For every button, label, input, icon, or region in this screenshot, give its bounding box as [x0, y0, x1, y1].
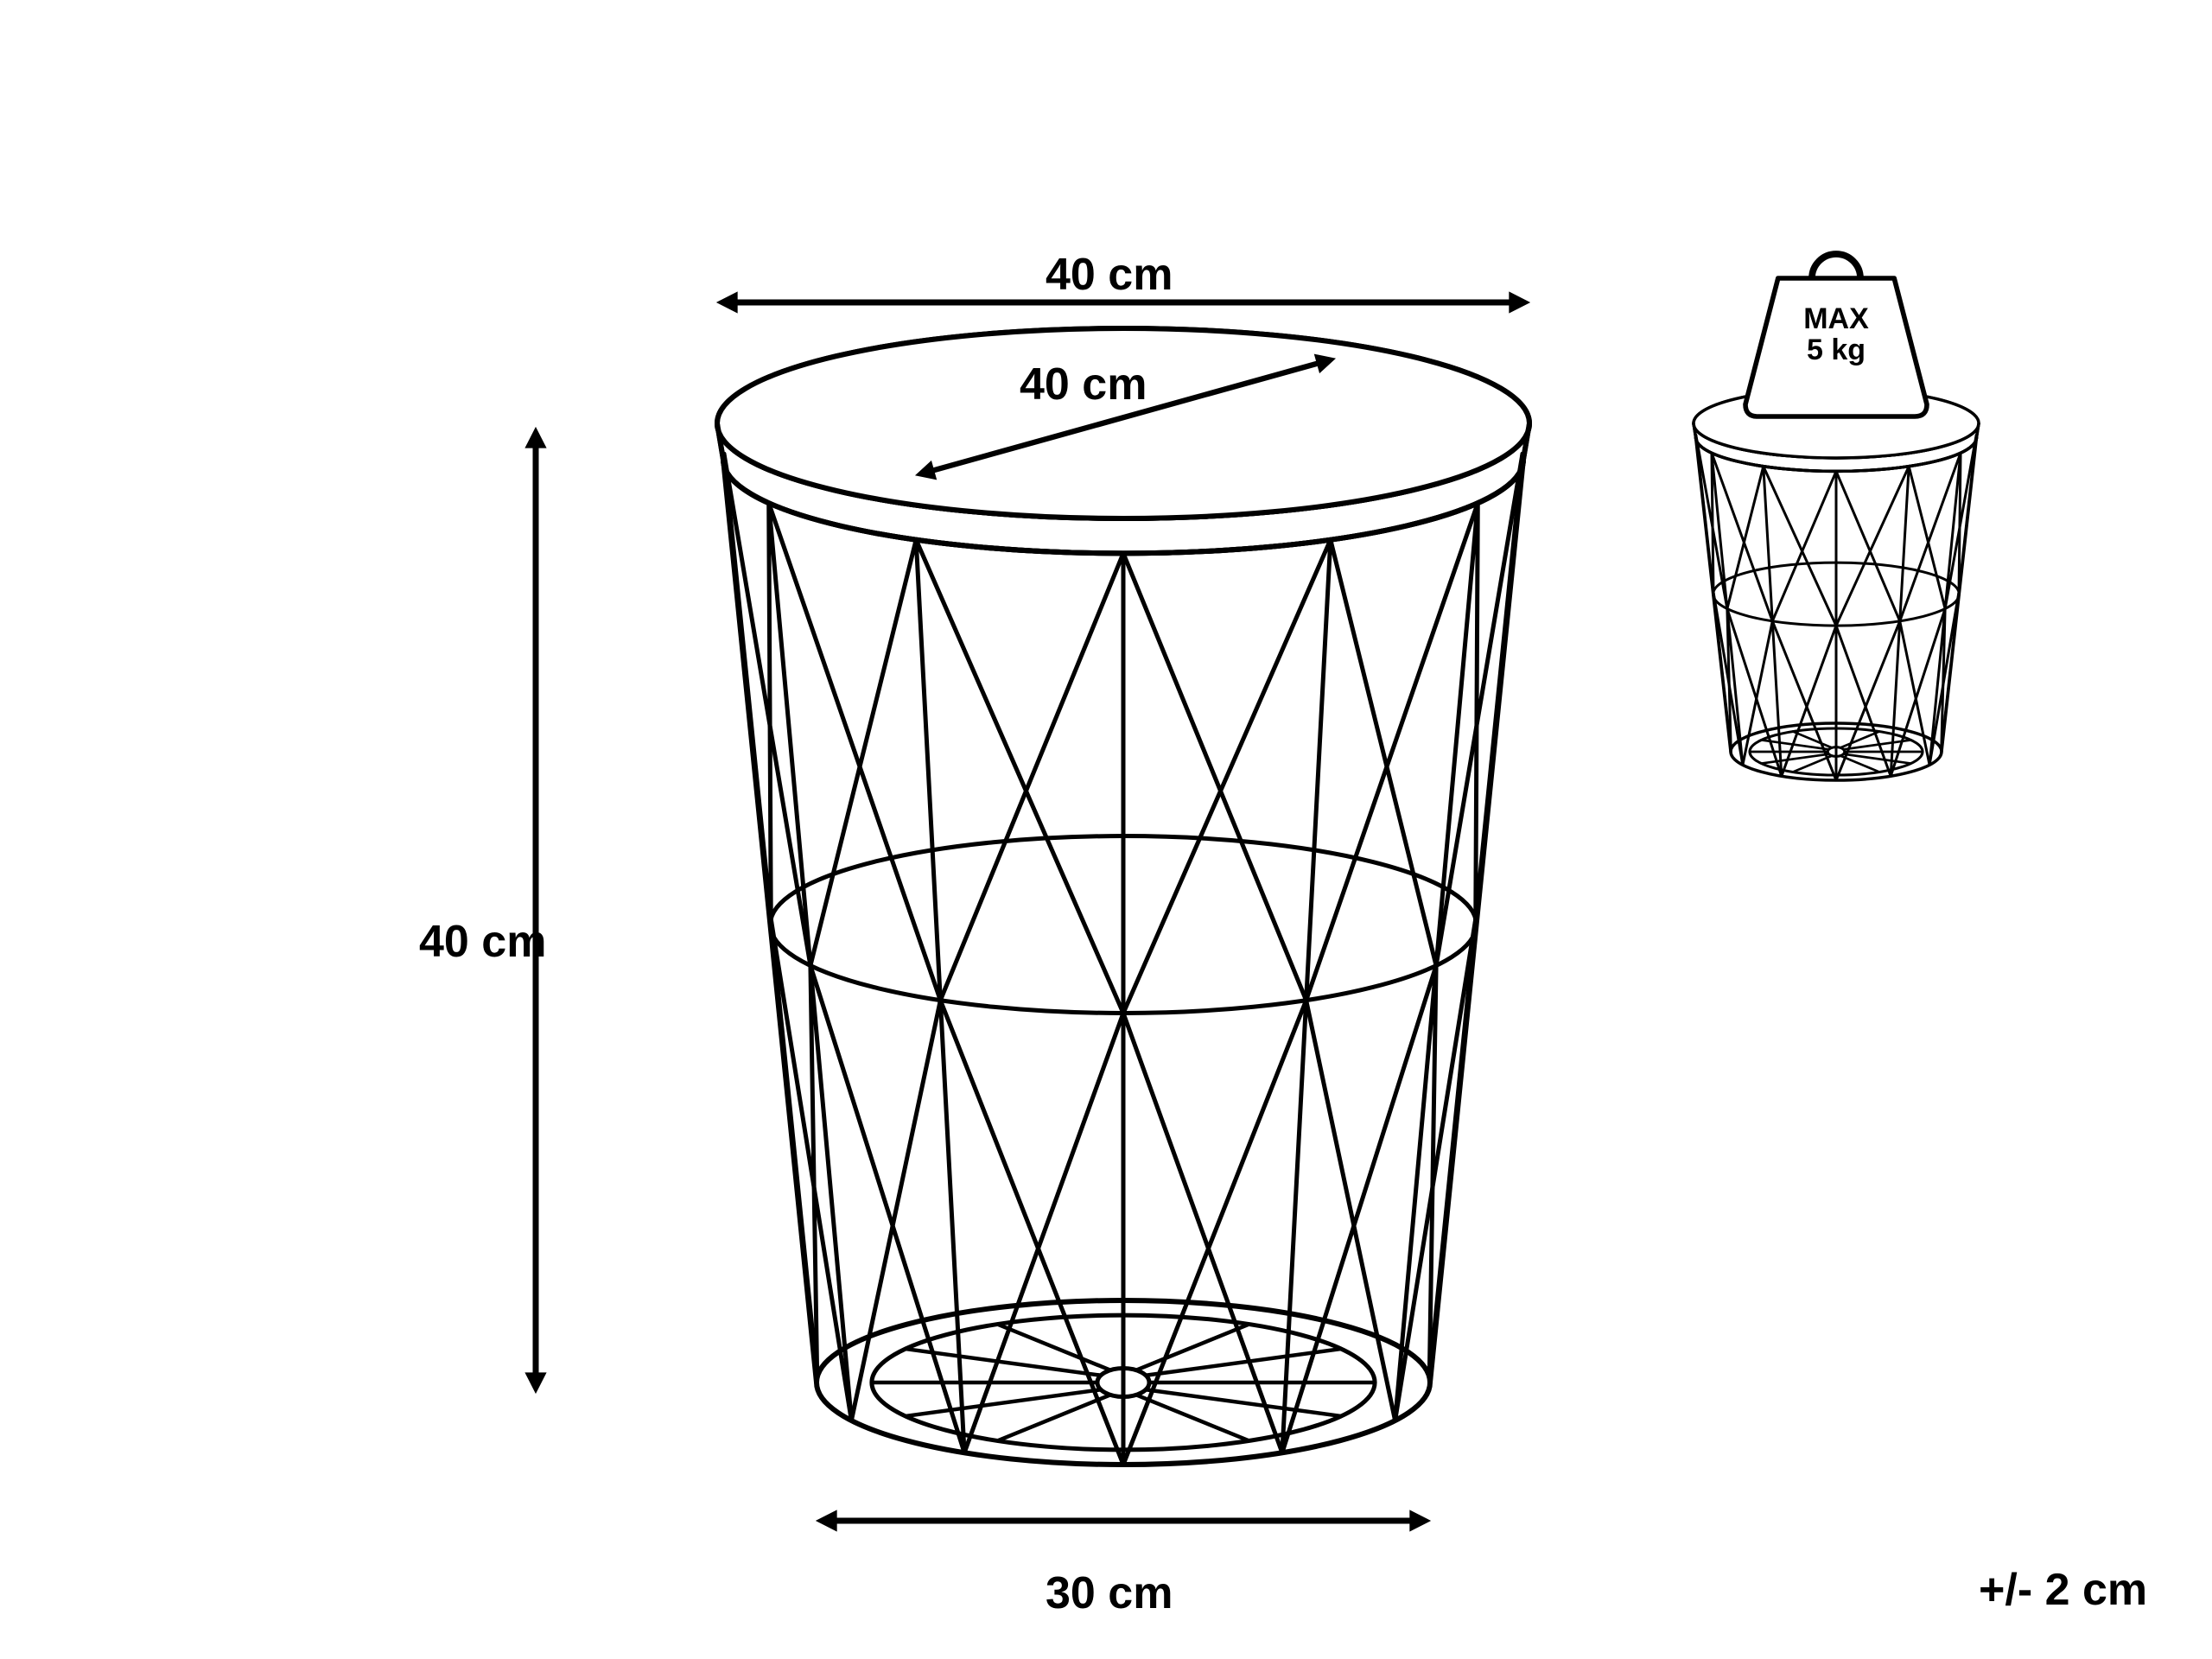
dimension-depth-top-label: 40 cm — [1020, 359, 1147, 410]
dimension-width-bottom-label: 30 cm — [1046, 1567, 1173, 1619]
max-weight-line2: 5 kg — [1807, 334, 1866, 366]
dimension-height-label: 40 cm — [419, 916, 546, 968]
dimension-width-top-label: 40 cm — [1046, 249, 1173, 301]
max-weight-label: MAX 5 kg — [1758, 304, 1914, 365]
tolerance-label: +/- 2 cm — [1979, 1564, 2147, 1616]
max-weight-line1: MAX — [1803, 302, 1869, 335]
